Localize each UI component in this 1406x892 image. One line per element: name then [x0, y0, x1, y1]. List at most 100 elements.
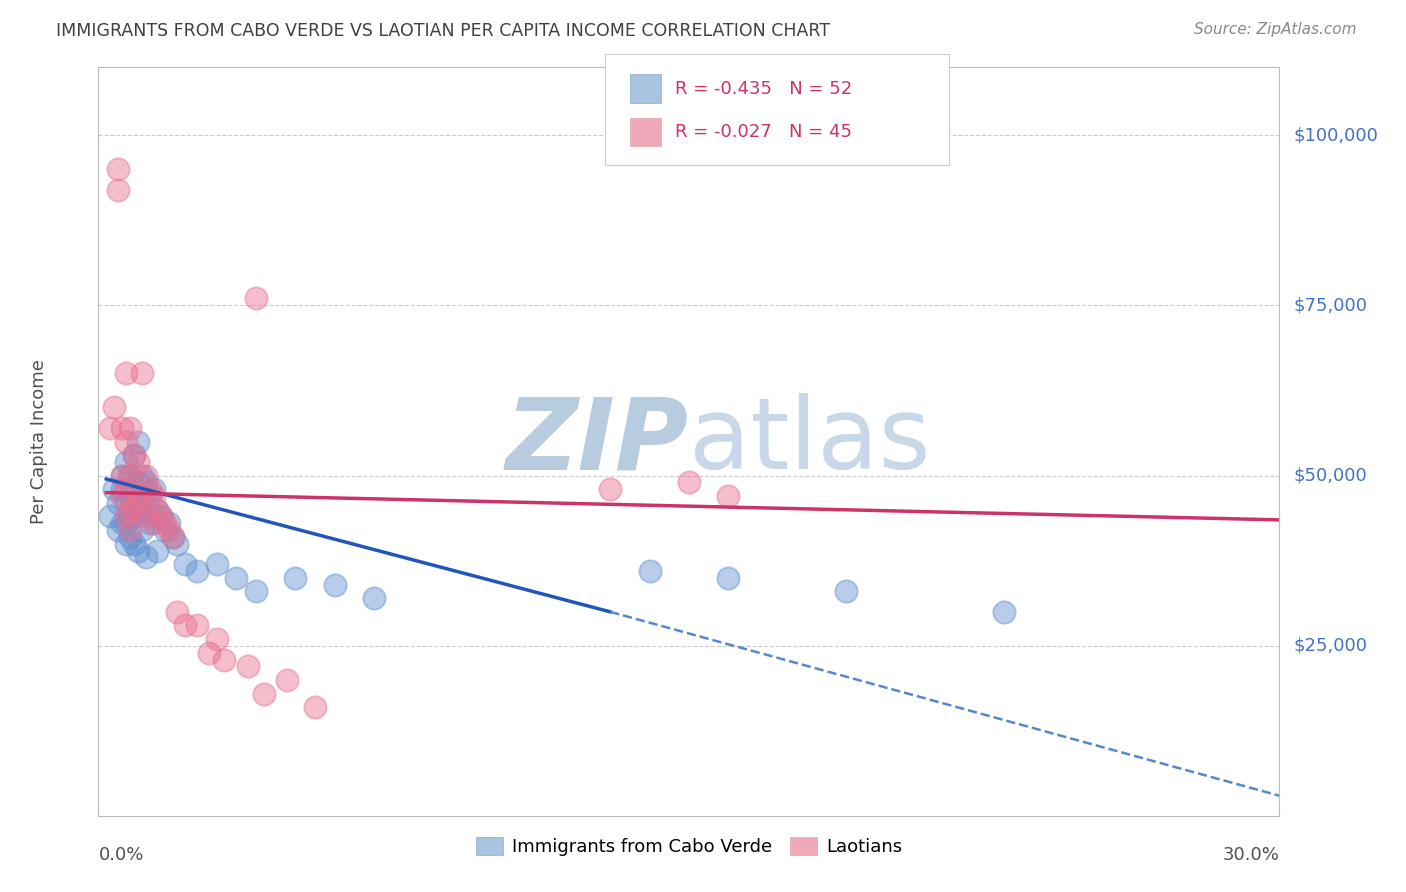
Point	[118, 421, 141, 435]
Point	[717, 571, 740, 585]
Point	[103, 401, 125, 415]
Point	[118, 509, 141, 524]
Point	[205, 557, 228, 571]
Point	[157, 523, 180, 537]
Point	[323, 577, 346, 591]
Point	[122, 482, 145, 496]
Text: atlas: atlas	[689, 393, 931, 490]
Point	[142, 509, 165, 524]
Point	[127, 455, 149, 469]
Point	[253, 687, 276, 701]
Point	[122, 502, 145, 516]
Point	[115, 434, 138, 449]
Point	[150, 509, 173, 524]
Point	[127, 543, 149, 558]
Point	[111, 468, 134, 483]
Point	[157, 516, 180, 531]
Point	[115, 516, 138, 531]
Point	[111, 516, 134, 531]
Point	[98, 509, 121, 524]
Point	[155, 516, 177, 531]
Point	[166, 605, 188, 619]
Point	[638, 564, 661, 578]
Point	[363, 591, 385, 606]
Point	[236, 659, 259, 673]
Point	[115, 537, 138, 551]
Legend: Immigrants from Cabo Verde, Laotians: Immigrants from Cabo Verde, Laotians	[468, 830, 910, 863]
Point	[135, 509, 157, 524]
Point	[155, 523, 177, 537]
Point	[135, 502, 157, 516]
Point	[214, 652, 236, 666]
Point	[98, 421, 121, 435]
Text: R = -0.435   N = 52: R = -0.435 N = 52	[675, 79, 852, 98]
Point	[162, 530, 184, 544]
Text: ZIP: ZIP	[506, 393, 689, 490]
Point	[131, 523, 153, 537]
Point	[197, 646, 219, 660]
Point	[142, 482, 165, 496]
Text: $50,000: $50,000	[1294, 467, 1368, 484]
Point	[835, 584, 858, 599]
Point	[678, 475, 700, 490]
Point	[118, 489, 141, 503]
Text: $25,000: $25,000	[1294, 637, 1368, 655]
Point	[107, 182, 129, 196]
Point	[122, 448, 145, 462]
Point	[131, 367, 153, 381]
Point	[127, 434, 149, 449]
Point	[118, 523, 141, 537]
Text: 0.0%: 0.0%	[98, 847, 143, 864]
Point	[150, 509, 173, 524]
Point	[225, 571, 247, 585]
Point	[138, 482, 160, 496]
Point	[186, 618, 208, 632]
Point	[118, 468, 141, 483]
Point	[122, 537, 145, 551]
Point	[131, 489, 153, 503]
Point	[115, 455, 138, 469]
Point	[146, 502, 169, 516]
Point	[146, 502, 169, 516]
Point	[111, 421, 134, 435]
Text: $75,000: $75,000	[1294, 296, 1368, 314]
Point	[107, 523, 129, 537]
Point	[107, 162, 129, 177]
Point	[115, 509, 138, 524]
Text: IMMIGRANTS FROM CABO VERDE VS LAOTIAN PER CAPITA INCOME CORRELATION CHART: IMMIGRANTS FROM CABO VERDE VS LAOTIAN PE…	[56, 22, 830, 40]
Point	[186, 564, 208, 578]
Point	[142, 516, 165, 531]
Point	[993, 605, 1015, 619]
Text: Source: ZipAtlas.com: Source: ZipAtlas.com	[1194, 22, 1357, 37]
Point	[127, 475, 149, 490]
Point	[115, 367, 138, 381]
Text: R = -0.027   N = 45: R = -0.027 N = 45	[675, 123, 852, 141]
Point	[205, 632, 228, 646]
Point	[118, 468, 141, 483]
Point	[103, 482, 125, 496]
Point	[127, 502, 149, 516]
Point	[111, 468, 134, 483]
Point	[115, 482, 138, 496]
Point	[122, 509, 145, 524]
Point	[276, 673, 298, 687]
Point	[142, 489, 165, 503]
Text: Per Capita Income: Per Capita Income	[31, 359, 48, 524]
Point	[284, 571, 307, 585]
Point	[135, 468, 157, 483]
Point	[245, 292, 267, 306]
Point	[174, 557, 197, 571]
Point	[111, 489, 134, 503]
Point	[135, 475, 157, 490]
Point	[131, 468, 153, 483]
Point	[138, 516, 160, 531]
Point	[599, 482, 621, 496]
Point	[131, 489, 153, 503]
Point	[107, 496, 129, 510]
Text: 30.0%: 30.0%	[1223, 847, 1279, 864]
Point	[111, 482, 134, 496]
Point	[122, 448, 145, 462]
Point	[146, 543, 169, 558]
Point	[304, 700, 326, 714]
Point	[138, 489, 160, 503]
